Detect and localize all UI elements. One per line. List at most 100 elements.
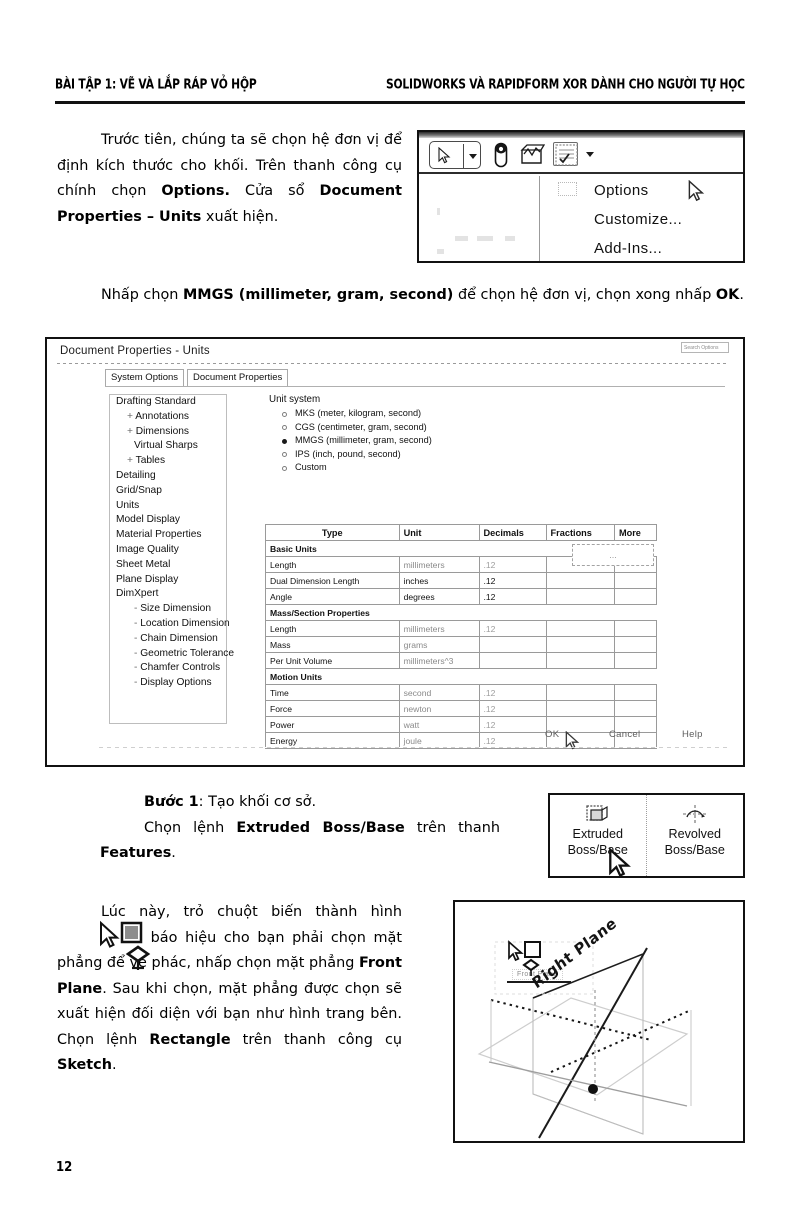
sketch-tool-button[interactable] — [519, 143, 546, 167]
rotate-view-button[interactable] — [493, 142, 509, 168]
tree-expander-icon[interactable]: - — [134, 647, 141, 659]
cell-fractions[interactable] — [545, 652, 615, 669]
cell-more[interactable] — [613, 700, 658, 717]
cancel-button[interactable]: Cancel — [609, 729, 641, 740]
unit-option-custom[interactable]: Custom — [269, 461, 569, 475]
cell-unit[interactable]: degrees — [398, 588, 480, 605]
cell-unit[interactable]: joule — [398, 732, 480, 749]
tree-item-location-dimension[interactable]: - Location Dimension — [110, 617, 230, 632]
tree-item-detailing[interactable]: Detailing — [110, 469, 226, 484]
cell-decimals[interactable]: .12 — [478, 556, 547, 573]
tree-item-virtual-sharps[interactable]: Virtual Sharps — [110, 439, 226, 454]
tree-item-tables[interactable]: + Tables — [110, 454, 226, 469]
tree-item-drafting-standard[interactable]: Drafting Standard — [110, 395, 226, 410]
table-row[interactable]: Mass grams — [265, 636, 658, 653]
tab-system-options[interactable]: System Options — [105, 369, 185, 386]
menu-item-addins[interactable]: Add-Ins... — [594, 240, 663, 257]
more-options-button[interactable]: ... — [572, 544, 654, 566]
cell-fractions[interactable] — [545, 684, 615, 701]
tree-item-size-dimension[interactable]: - Size Dimension — [110, 602, 226, 617]
tree-item-display-options[interactable]: - Display Options — [110, 676, 226, 691]
cell-unit[interactable]: watt — [398, 716, 480, 733]
cell-decimals[interactable]: .12 — [478, 620, 547, 637]
table-row[interactable]: Energy joule .12 — [265, 732, 658, 749]
tree-item-material-properties[interactable]: Material Properties — [110, 528, 226, 543]
radio-button-icon[interactable] — [282, 411, 287, 417]
revolved-boss-base-button[interactable]: Revolved Boss/Base — [647, 795, 744, 876]
tree-item-image-quality[interactable]: Image Quality — [110, 543, 226, 558]
select-tool-button[interactable] — [429, 141, 481, 169]
tree-expander-icon[interactable]: + — [127, 455, 136, 467]
chevron-down-icon[interactable] — [586, 152, 594, 157]
cell-more[interactable] — [613, 572, 658, 589]
tree-item-sheet-metal[interactable]: Sheet Metal — [110, 558, 226, 573]
unit-option-mks[interactable]: MKS (meter, kilogram, second) — [269, 407, 569, 421]
unit-option-ips[interactable]: IPS (inch, pound, second) — [269, 448, 569, 462]
cell-fractions[interactable] — [545, 588, 615, 605]
tree-item-grid-snap[interactable]: Grid/Snap — [110, 484, 226, 499]
radio-button-icon[interactable] — [282, 465, 287, 471]
radio-button-icon[interactable] — [282, 425, 287, 431]
unit-system-options[interactable]: MKS (meter, kilogram, second) CGS (centim… — [269, 407, 569, 475]
cell-unit[interactable]: grams — [398, 636, 480, 653]
table-row[interactable]: Force newton .12 — [265, 700, 658, 717]
cell-fractions[interactable] — [545, 620, 615, 637]
tree-expander-icon[interactable]: - — [134, 662, 141, 674]
tree-item-chamfer-controls[interactable]: - Chamfer Controls — [110, 661, 226, 676]
cell-decimals[interactable]: .12 — [478, 716, 547, 733]
tree-expander-icon[interactable]: - — [134, 677, 141, 689]
cell-unit[interactable]: millimeters^3 — [398, 652, 480, 669]
cell-decimals[interactable]: .12 — [478, 588, 547, 605]
tree-item-units[interactable]: Units — [110, 499, 226, 514]
tree-item-model-display[interactable]: Model Display — [110, 513, 226, 528]
tree-expander-icon[interactable]: + — [127, 410, 136, 422]
tree-item-plane-display[interactable]: Plane Display — [110, 573, 226, 588]
table-row[interactable]: Time second .12 — [265, 684, 658, 701]
tree-expander-icon[interactable]: - — [134, 603, 141, 615]
tree-item-chain-dimension[interactable]: - Chain Dimension — [110, 632, 226, 647]
options-dropdown-menu[interactable]: Options Customize... Add-Ins... — [539, 176, 743, 261]
cell-unit[interactable]: second — [398, 684, 480, 701]
cell-decimals[interactable] — [478, 636, 547, 653]
search-options-input[interactable]: Search Options — [681, 342, 729, 353]
table-row[interactable]: Power watt .12 — [265, 716, 658, 733]
help-button[interactable]: Help — [682, 729, 703, 740]
cell-more[interactable] — [613, 620, 658, 637]
cell-fractions[interactable] — [545, 572, 615, 589]
cell-decimals[interactable]: .12 — [478, 732, 547, 749]
tree-expander-icon[interactable]: + — [127, 425, 136, 437]
cell-more[interactable] — [613, 636, 658, 653]
cell-more[interactable] — [613, 684, 658, 701]
tree-item-annotations[interactable]: + Annotations — [110, 410, 226, 425]
unit-option-mmgs[interactable]: MMGS (millimeter, gram, second) — [269, 434, 569, 448]
table-row[interactable]: Angle degrees .12 — [265, 588, 658, 605]
cell-decimals[interactable]: .12 — [478, 700, 547, 717]
cell-more[interactable] — [613, 732, 658, 749]
table-row[interactable]: Length millimeters .12 — [265, 620, 658, 637]
menu-item-options[interactable]: Options — [594, 182, 649, 199]
cell-fractions[interactable] — [545, 732, 615, 749]
cell-unit[interactable]: inches — [398, 572, 480, 589]
tree-item-dimxpert[interactable]: DimXpert — [110, 587, 226, 602]
menu-item-customize[interactable]: Customize... — [594, 211, 683, 228]
cell-more[interactable] — [613, 588, 658, 605]
cell-unit[interactable]: millimeters — [398, 556, 480, 573]
cell-unit[interactable]: newton — [398, 700, 480, 717]
tree-item-dimensions[interactable]: + Dimensions — [110, 425, 226, 440]
cell-decimals[interactable] — [478, 652, 547, 669]
tree-expander-icon[interactable]: - — [134, 617, 141, 629]
cell-decimals[interactable]: .12 — [478, 572, 547, 589]
tree-expander-icon[interactable]: - — [134, 632, 141, 644]
dialog-settings-tree[interactable]: Drafting Standard + Annotations + Dimensio… — [109, 394, 234, 724]
cell-more[interactable] — [613, 652, 658, 669]
tab-document-properties[interactable]: Document Properties — [187, 369, 289, 386]
table-row[interactable]: Per Unit Volume millimeters^3 — [265, 652, 658, 669]
chevron-down-icon[interactable] — [469, 154, 477, 159]
unit-option-cgs[interactable]: CGS (centimeter, gram, second) — [269, 421, 569, 435]
options-tool-button[interactable] — [553, 142, 578, 166]
table-row[interactable]: Dual Dimension Length inches .12 — [265, 572, 658, 589]
cell-decimals[interactable]: .12 — [478, 684, 547, 701]
cell-fractions[interactable] — [545, 636, 615, 653]
extruded-boss-base-button[interactable]: Extruded Boss/Base — [550, 795, 647, 876]
tree-item-geometric-tolerance[interactable]: - Geometric Tolerance — [110, 647, 234, 662]
